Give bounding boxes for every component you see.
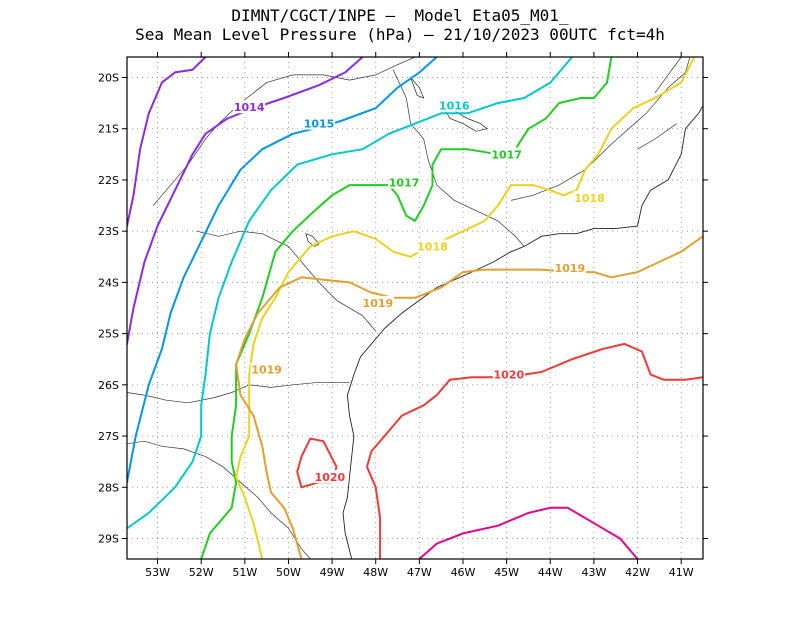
isobar-1016 <box>127 57 574 530</box>
x-tick-label: 53W <box>145 566 170 579</box>
coastline <box>342 104 703 559</box>
state-border <box>392 69 525 247</box>
isobar-label-bg <box>416 239 449 253</box>
isobar-label-bg <box>573 190 606 204</box>
state-border <box>510 57 691 201</box>
x-tick-label: 46W <box>451 566 476 579</box>
chart-title-line-2: Sea Mean Level Pressure (hPa) – 21/10/20… <box>135 25 665 44</box>
isobar-1020 <box>366 342 703 559</box>
x-tick-label: 47W <box>407 566 432 579</box>
isobar-1014 <box>127 57 364 345</box>
isobar-label-bg <box>492 367 525 381</box>
state-border <box>654 57 682 94</box>
state-border <box>127 440 311 559</box>
isobar-1017 <box>200 57 613 559</box>
y-tick-label: 23S <box>98 225 119 238</box>
isobar-1019 <box>235 235 703 559</box>
plot-frame <box>126 56 704 560</box>
isobar-1021 <box>418 506 639 559</box>
isobar-label-1017: 1017 <box>389 177 420 190</box>
y-tick-label: 27S <box>98 430 119 443</box>
isobar-1014 <box>127 57 207 227</box>
grid-lines <box>127 57 703 559</box>
x-tick-label: 50W <box>276 566 301 579</box>
y-tick-label: 29S <box>98 533 119 546</box>
isobar-label-bg <box>438 98 471 112</box>
y-tick-label: 28S <box>98 481 119 494</box>
x-tick-label: 51W <box>232 566 257 579</box>
y-tick-label: 26S <box>98 379 119 392</box>
isobar-label-bg <box>388 175 421 189</box>
y-tick-label: 25S <box>98 328 119 341</box>
y-tick-label: 20S <box>98 71 119 84</box>
x-tick-label: 48W <box>363 566 388 579</box>
isobar-label-1014: 1014 <box>234 101 265 114</box>
isobar-label-1020: 1020 <box>315 471 346 484</box>
isobar-label-1019: 1019 <box>251 363 282 376</box>
isobar-label-1019: 1019 <box>363 297 394 310</box>
x-tick-label: 41W <box>669 566 694 579</box>
x-tick-label: 43W <box>581 566 606 579</box>
x-tick-label: 49W <box>320 566 345 579</box>
isobar-labels: 1014 1015 1016 1017 1017 1018 1018 1019 1019 1019… <box>233 98 606 484</box>
x-tick-label: 45W <box>494 566 519 579</box>
isobar-label-1017: 1017 <box>491 148 522 161</box>
isobars <box>127 57 703 559</box>
isobar-label-bg <box>303 116 335 130</box>
isobar-1015 <box>127 57 438 484</box>
isobar-label-bg <box>233 100 266 114</box>
isobar-label-bg <box>490 147 523 161</box>
y-tick-label: 21S <box>98 123 119 136</box>
isobar-label-1018: 1018 <box>574 192 605 205</box>
isobar-label-1016: 1016 <box>439 100 470 113</box>
isobar-label-bg <box>553 261 586 275</box>
axis-ticks: 53W 52W 51W 50W 49W 48W 47W 46W 45W 44W 43W 42W 41W 2… <box>98 52 708 579</box>
isobar-label-1020: 1020 <box>494 369 525 382</box>
isobar-label-bg <box>361 295 394 309</box>
isobar-label-1015: 1015 <box>304 118 335 131</box>
geography <box>127 57 703 559</box>
state-border <box>152 57 416 206</box>
y-tick-label: 24S <box>98 276 119 289</box>
y-tick-label: 22S <box>98 174 119 187</box>
lake-outline <box>305 233 320 247</box>
isobar-label-1019: 1019 <box>555 262 586 275</box>
isobar-label-1018: 1018 <box>417 241 448 254</box>
isobar-label-bg <box>313 470 346 484</box>
lake-outline <box>410 77 425 99</box>
isobar-label-bg <box>250 362 283 376</box>
isobar-1018 <box>235 57 696 559</box>
x-tick-label: 44W <box>538 566 563 579</box>
x-tick-label: 42W <box>625 566 650 579</box>
x-tick-label: 52W <box>189 566 214 579</box>
state-border <box>196 230 376 332</box>
chart-title-line-1: DIMNT/CGCT/INPE – Model Eta05_M01_ <box>231 6 569 25</box>
state-border <box>637 123 678 150</box>
